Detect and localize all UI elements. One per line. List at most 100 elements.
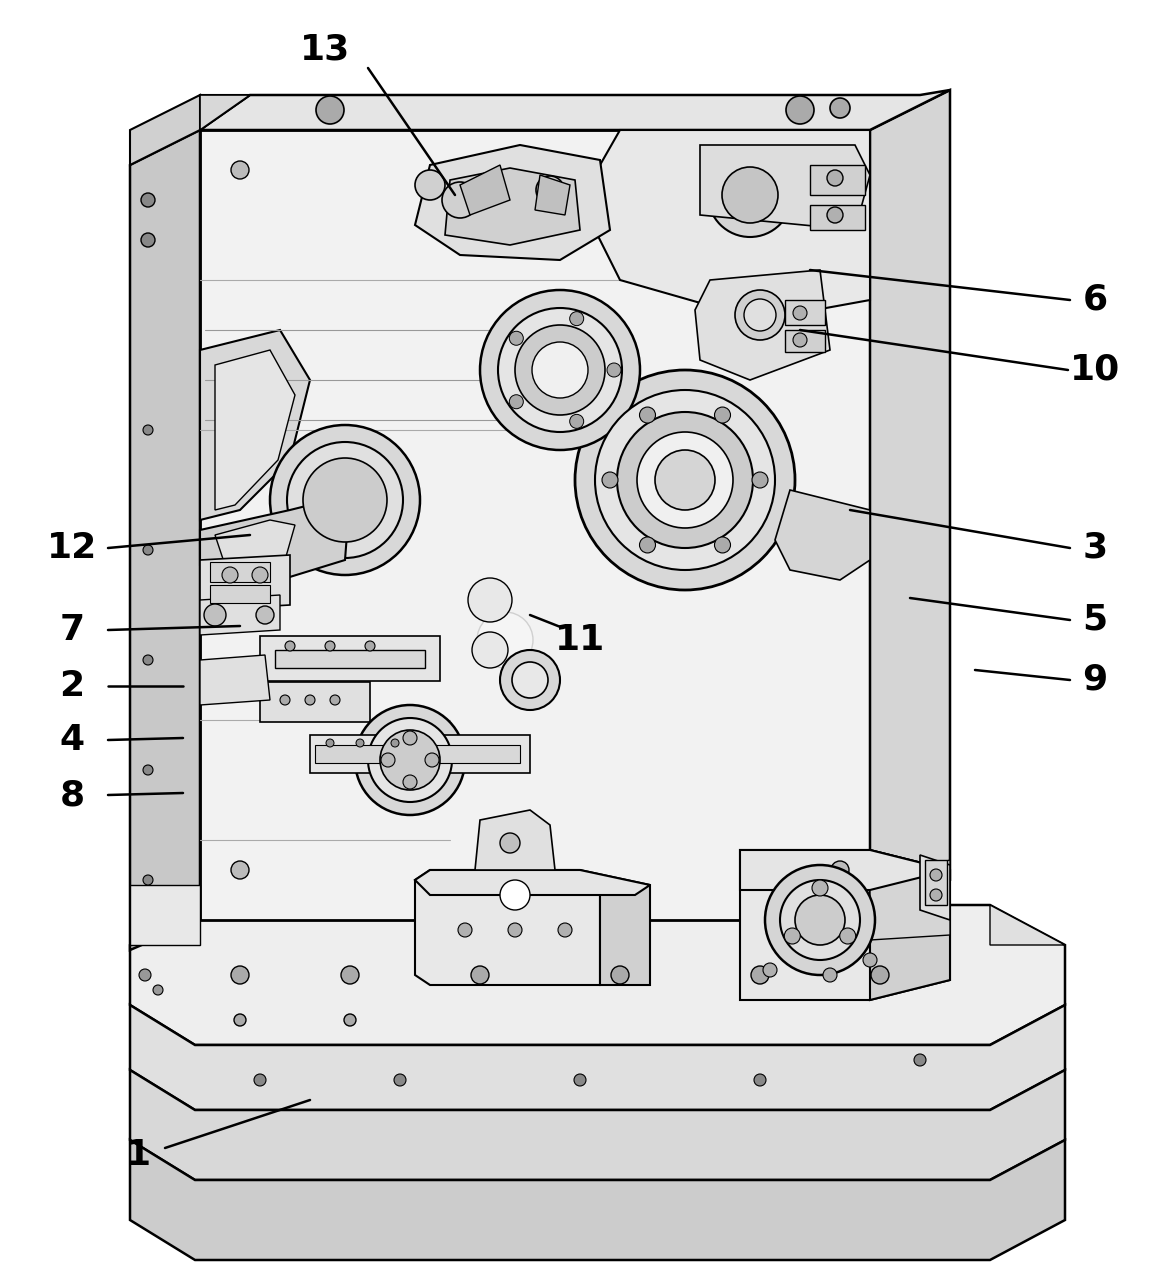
Circle shape xyxy=(500,650,560,710)
Text: 11: 11 xyxy=(555,623,605,656)
Circle shape xyxy=(231,967,249,985)
Circle shape xyxy=(515,326,605,414)
Circle shape xyxy=(355,705,465,815)
Polygon shape xyxy=(414,870,650,894)
Circle shape xyxy=(508,923,522,937)
Polygon shape xyxy=(695,270,830,380)
Circle shape xyxy=(863,952,877,967)
Circle shape xyxy=(595,390,775,570)
Circle shape xyxy=(607,363,621,377)
Circle shape xyxy=(330,695,340,705)
Circle shape xyxy=(510,395,524,409)
Circle shape xyxy=(512,662,548,698)
Polygon shape xyxy=(130,1069,1065,1180)
Polygon shape xyxy=(200,495,350,580)
Text: 3: 3 xyxy=(1082,532,1107,565)
Polygon shape xyxy=(215,350,295,510)
Circle shape xyxy=(204,604,227,625)
Circle shape xyxy=(254,1073,266,1086)
Circle shape xyxy=(286,441,403,559)
Text: 10: 10 xyxy=(1070,353,1120,387)
Circle shape xyxy=(143,544,153,555)
Bar xyxy=(810,165,865,196)
Circle shape xyxy=(763,963,777,977)
Polygon shape xyxy=(130,885,200,945)
Circle shape xyxy=(602,472,618,488)
Circle shape xyxy=(826,207,843,223)
Circle shape xyxy=(500,833,520,853)
Circle shape xyxy=(281,695,290,705)
Polygon shape xyxy=(870,860,950,940)
Polygon shape xyxy=(580,130,870,320)
Circle shape xyxy=(795,894,845,945)
Text: 9: 9 xyxy=(1082,663,1107,698)
Circle shape xyxy=(477,613,533,668)
Circle shape xyxy=(305,695,315,705)
Bar xyxy=(259,682,370,722)
Bar xyxy=(310,735,529,773)
Circle shape xyxy=(744,299,776,331)
Polygon shape xyxy=(130,95,200,165)
Polygon shape xyxy=(535,175,571,215)
Polygon shape xyxy=(200,555,290,610)
Circle shape xyxy=(754,1073,765,1086)
Circle shape xyxy=(143,875,153,885)
Circle shape xyxy=(391,739,399,746)
Polygon shape xyxy=(414,145,610,260)
Circle shape xyxy=(141,233,155,247)
Bar xyxy=(210,586,270,604)
Circle shape xyxy=(141,193,155,207)
Circle shape xyxy=(823,968,837,982)
Circle shape xyxy=(234,1014,247,1026)
Polygon shape xyxy=(200,329,310,520)
Polygon shape xyxy=(990,905,1065,945)
Circle shape xyxy=(498,308,622,432)
Circle shape xyxy=(569,311,583,326)
Text: 8: 8 xyxy=(60,779,85,812)
Circle shape xyxy=(831,861,849,879)
Circle shape xyxy=(812,880,828,896)
Circle shape xyxy=(256,606,274,624)
Circle shape xyxy=(575,369,795,589)
Polygon shape xyxy=(200,595,281,634)
Polygon shape xyxy=(870,90,950,920)
Circle shape xyxy=(468,578,512,622)
Circle shape xyxy=(365,641,375,651)
Circle shape xyxy=(425,753,439,767)
Bar xyxy=(925,860,947,905)
Text: 12: 12 xyxy=(47,532,97,565)
Text: 7: 7 xyxy=(60,613,85,647)
Polygon shape xyxy=(445,169,580,245)
Polygon shape xyxy=(740,849,950,891)
Bar xyxy=(210,562,270,582)
Circle shape xyxy=(753,472,768,488)
Polygon shape xyxy=(200,655,270,705)
Circle shape xyxy=(871,967,889,985)
Circle shape xyxy=(480,290,640,450)
Circle shape xyxy=(915,1054,926,1066)
Circle shape xyxy=(270,425,420,575)
Circle shape xyxy=(441,181,478,218)
Polygon shape xyxy=(215,520,295,565)
Circle shape xyxy=(930,869,942,882)
Polygon shape xyxy=(130,1005,1065,1109)
Polygon shape xyxy=(130,1140,1065,1260)
Circle shape xyxy=(826,170,843,187)
Text: 5: 5 xyxy=(1082,604,1107,637)
Circle shape xyxy=(231,861,249,879)
Circle shape xyxy=(751,967,769,985)
Circle shape xyxy=(403,775,417,789)
Circle shape xyxy=(558,923,572,937)
Polygon shape xyxy=(870,849,950,1000)
Circle shape xyxy=(640,407,655,423)
Circle shape xyxy=(326,739,333,746)
Circle shape xyxy=(574,1073,586,1086)
Circle shape xyxy=(640,537,655,553)
Bar xyxy=(259,636,440,681)
Bar xyxy=(785,300,825,326)
Circle shape xyxy=(414,170,445,199)
Bar xyxy=(430,745,520,763)
Text: 13: 13 xyxy=(299,33,350,67)
Bar xyxy=(810,205,865,230)
Circle shape xyxy=(222,568,238,583)
